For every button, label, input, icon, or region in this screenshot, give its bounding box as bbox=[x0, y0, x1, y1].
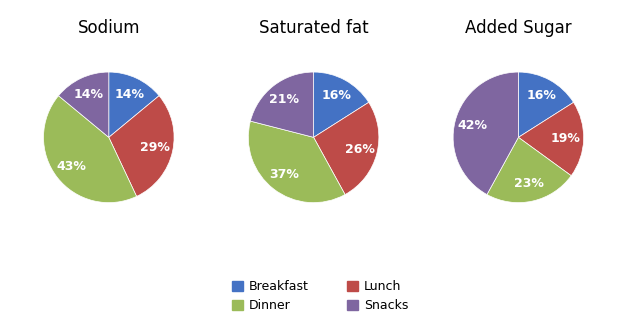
Legend: Breakfast, Dinner, Lunch, Snacks: Breakfast, Dinner, Lunch, Snacks bbox=[227, 275, 413, 318]
Text: 29%: 29% bbox=[140, 141, 170, 154]
Text: 26%: 26% bbox=[345, 143, 374, 156]
Wedge shape bbox=[453, 72, 518, 195]
Wedge shape bbox=[250, 72, 314, 137]
Wedge shape bbox=[58, 72, 109, 137]
Title: Sodium: Sodium bbox=[77, 19, 140, 37]
Text: 14%: 14% bbox=[74, 88, 104, 101]
Text: 16%: 16% bbox=[527, 89, 556, 102]
Title: Saturated fat: Saturated fat bbox=[259, 19, 369, 37]
Text: 14%: 14% bbox=[114, 88, 144, 101]
Wedge shape bbox=[518, 102, 584, 176]
Wedge shape bbox=[518, 72, 573, 137]
Wedge shape bbox=[248, 121, 345, 203]
Wedge shape bbox=[314, 102, 379, 195]
Wedge shape bbox=[487, 137, 572, 203]
Wedge shape bbox=[314, 72, 369, 137]
Text: 42%: 42% bbox=[457, 119, 487, 132]
Text: 37%: 37% bbox=[269, 168, 300, 181]
Text: 19%: 19% bbox=[551, 132, 581, 145]
Text: 16%: 16% bbox=[322, 89, 351, 102]
Wedge shape bbox=[109, 72, 159, 137]
Wedge shape bbox=[109, 96, 174, 197]
Text: 23%: 23% bbox=[514, 177, 544, 190]
Wedge shape bbox=[44, 96, 136, 203]
Text: 43%: 43% bbox=[56, 160, 86, 173]
Text: 21%: 21% bbox=[269, 93, 300, 106]
Title: Added Sugar: Added Sugar bbox=[465, 19, 572, 37]
